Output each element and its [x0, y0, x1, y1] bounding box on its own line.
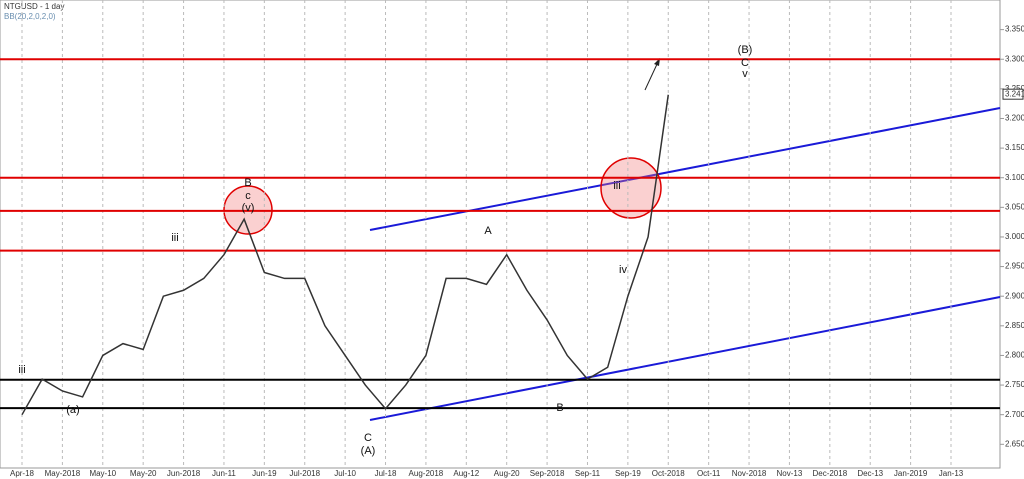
x-tick-label: Jan-13 — [939, 469, 964, 478]
x-tick-label: Sep-19 — [615, 469, 641, 478]
x-tick-label: Dec-13 — [857, 469, 883, 478]
y-tick-label: 3.150 — [1005, 143, 1024, 152]
x-tick-label: Jul-10 — [334, 469, 356, 478]
y-tick-label: 3.200 — [1005, 114, 1024, 123]
channel-line — [369, 107, 1001, 231]
price-line — [21, 94, 670, 416]
x-tick-label: Jun-19 — [252, 469, 277, 478]
wave-label: C — [741, 57, 749, 69]
x-tick-label: Dec-2018 — [812, 469, 847, 478]
x-tick-label: Jun-11 — [212, 469, 236, 478]
x-tick-label: Apr-18 — [10, 469, 35, 478]
wave-label: (A) — [361, 445, 376, 457]
y-tick-label: 2.700 — [1005, 410, 1024, 419]
y-tick-label: 3.300 — [1005, 54, 1024, 63]
y-tick-label: 2.850 — [1005, 321, 1024, 330]
y-tick-label: 3.050 — [1005, 202, 1024, 211]
x-tick-label: Jul-18 — [375, 469, 397, 478]
wave-label: C — [364, 432, 372, 444]
last-price-label: 3.241 — [1005, 89, 1024, 98]
x-tick-label: Jul-2018 — [289, 469, 320, 478]
x-tick-label: May-10 — [89, 469, 116, 478]
wave-label: A — [484, 225, 492, 237]
channel-line — [369, 296, 1001, 421]
y-tick-label: 2.950 — [1005, 262, 1024, 271]
x-tick-label: Oct-11 — [697, 469, 721, 478]
x-tick-label: Sep-2018 — [530, 469, 565, 478]
highlight-circle — [600, 157, 662, 219]
y-tick-label: 2.650 — [1005, 439, 1024, 448]
x-tick-label: Jan-2019 — [894, 469, 928, 478]
x-tick-label: May-20 — [130, 469, 157, 478]
wave-label: iii — [613, 180, 620, 192]
y-tick-label: 2.800 — [1005, 351, 1024, 360]
x-tick-label: Aug-2018 — [409, 469, 444, 478]
wave-label: B — [244, 177, 251, 189]
wave-label: iii — [171, 232, 178, 244]
y-tick-label: 3.100 — [1005, 173, 1024, 182]
y-tick-label: 3.350 — [1005, 25, 1024, 34]
wave-label: (B) — [738, 44, 753, 56]
y-tick-label: 2.750 — [1005, 380, 1024, 389]
x-tick-label: Jun-2018 — [167, 469, 201, 478]
wave-label: c — [245, 190, 251, 202]
y-tick-label: 2.900 — [1005, 291, 1024, 300]
x-tick-label: Aug-20 — [494, 469, 520, 478]
arrow — [644, 61, 659, 91]
x-tick-label: Nov-2018 — [732, 469, 767, 478]
wave-label: iii — [18, 364, 25, 376]
wave-label: (v) — [242, 202, 255, 214]
x-tick-label: May-2018 — [45, 469, 81, 478]
plot-area — [0, 0, 1001, 469]
x-tick-label: Aug-12 — [453, 469, 479, 478]
wave-label: v — [742, 68, 748, 80]
wave-label: B — [556, 402, 563, 414]
wave-label: (a) — [66, 404, 79, 416]
y-tick-label: 3.250 — [1005, 84, 1024, 93]
y-tick-label: 3.000 — [1005, 232, 1024, 241]
x-tick-label: Sep-11 — [575, 469, 601, 478]
x-tick-label: Nov-13 — [777, 469, 803, 478]
chart-subtitle: BB(20,2,0,2,0) — [4, 12, 56, 21]
wave-label: iv — [619, 264, 627, 276]
last-price-box — [1002, 88, 1024, 100]
chart-title: NTGUSD - 1 day — [4, 2, 64, 11]
x-tick-label: Oct-2018 — [652, 469, 685, 478]
